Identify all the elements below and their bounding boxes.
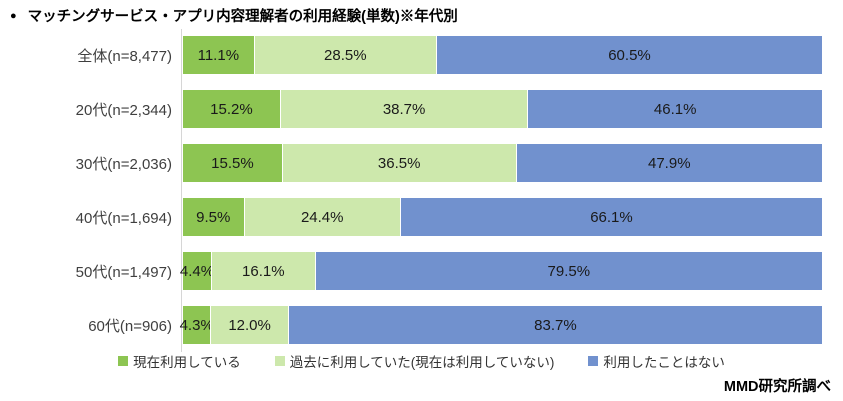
bar-value-label: 4.3% [179, 316, 214, 334]
bar-value-label: 9.5% [196, 208, 231, 226]
bar-value-label: 60.5% [608, 46, 651, 64]
stacked-bar: 4.3% 12.0% 83.7% [180, 306, 822, 344]
bar-segment-1: 12.0% [210, 306, 288, 344]
legend-item-past: 過去に利用していた(現在は利用していない) [274, 351, 555, 371]
bar-value-label: 16.1% [242, 262, 285, 280]
bar-value-label: 46.1% [653, 100, 697, 118]
chart-title: マッチングサービス・アプリ内容理解者の利用経験(単数)※年代別 [27, 9, 458, 25]
legend-chip-past-icon [274, 356, 285, 366]
chart-row: 50代(n=1,497) 4.4% 16.1% 79.5% [0, 252, 843, 290]
row-label: 60代(n=906) [88, 317, 172, 335]
source-credit: MMD研究所調べ [723, 379, 831, 395]
stacked-bar: 9.5% 24.4% 66.1% [183, 198, 822, 236]
bar-value-label: 15.5% [211, 154, 254, 172]
bar-segment-1: 36.5% [281, 144, 516, 182]
chart-row: 30代(n=2,036) 15.5% 36.5% 47.9% [0, 144, 843, 182]
legend-label: 過去に利用していた(現在は利用していない) [289, 355, 555, 370]
bar-segment-1: 24.4% [243, 198, 400, 236]
bar-segment-0: 9.5% [183, 198, 244, 236]
y-axis-line [181, 29, 182, 352]
bar-segment-0: 4.3% [180, 306, 214, 344]
bar-value-label: 28.5% [324, 46, 367, 64]
bar-segment-2: 47.9% [515, 144, 822, 182]
bar-segment-2: 60.5% [436, 36, 822, 74]
row-label: 50代(n=1,497) [75, 263, 172, 281]
bar-value-label: 38.7% [382, 100, 426, 118]
bar-value-label: 11.1% [197, 46, 240, 64]
bar-segment-1: 28.5% [253, 36, 436, 74]
bar-segment-2: 66.1% [399, 198, 822, 236]
chart-row: 20代(n=2,344) 15.2% 38.7% 46.1% [0, 90, 843, 128]
bar-segment-0: 4.4% [179, 252, 215, 290]
bar-value-label: 83.7% [534, 316, 577, 334]
bar-value-label: 79.5% [547, 262, 591, 280]
row-label: 30代(n=2,036) [75, 155, 172, 173]
bullet-icon: ● [10, 10, 17, 22]
bar-segment-1: 16.1% [211, 252, 315, 290]
row-label: 20代(n=2,344) [75, 101, 172, 119]
legend-item-never: 利用したことはない [588, 351, 725, 371]
bar-segment-2: 46.1% [527, 90, 822, 128]
bar-segment-1: 38.7% [279, 90, 528, 128]
stacked-bar: 11.1% 28.5% 60.5% [183, 36, 822, 74]
legend-chip-current-icon [118, 356, 129, 366]
bar-value-label: 15.2% [210, 100, 253, 118]
stacked-bar: 15.2% 38.7% 46.1% [183, 90, 822, 128]
legend-item-current: 現在利用している [118, 351, 241, 371]
stacked-bar: 4.4% 16.1% 79.5% [179, 252, 823, 290]
legend-label: 現在利用している [133, 355, 241, 370]
bar-value-label: 66.1% [590, 208, 633, 226]
bar-segment-0: 15.5% [183, 144, 282, 182]
chart-legend: 現在利用している 過去に利用していた(現在は利用していない) 利用したことはない [0, 351, 843, 371]
chart-title-row: ● マッチングサービス・アプリ内容理解者の利用経験(単数)※年代別 [0, 0, 843, 27]
bar-value-label: 47.9% [648, 154, 691, 172]
legend-chip-never-icon [588, 356, 599, 366]
row-label: 全体(n=8,477) [77, 47, 172, 65]
legend-label: 利用したことはない [603, 355, 725, 370]
bar-value-label: 4.4% [179, 262, 215, 280]
bar-segment-0: 15.2% [183, 90, 280, 128]
bar-value-label: 24.4% [300, 208, 344, 226]
bar-segment-0: 11.1% [183, 36, 254, 74]
chart-row: 40代(n=1,694) 9.5% 24.4% 66.1% [0, 198, 843, 236]
chart-row: 60代(n=906) 4.3% 12.0% 83.7% [0, 306, 843, 344]
row-label: 40代(n=1,694) [75, 209, 172, 227]
stacked-bar: 15.5% 36.5% 47.9% [183, 144, 822, 182]
bar-value-label: 36.5% [377, 154, 421, 172]
chart-rows: 全体(n=8,477) 11.1% 28.5% 60.5% 20代(n=2,344) 15… [0, 36, 843, 344]
bar-segment-2: 79.5% [314, 252, 823, 290]
bar-value-label: 12.0% [228, 316, 271, 334]
bar-segment-2: 83.7% [287, 306, 822, 344]
chart-row: 全体(n=8,477) 11.1% 28.5% 60.5% [0, 36, 843, 74]
